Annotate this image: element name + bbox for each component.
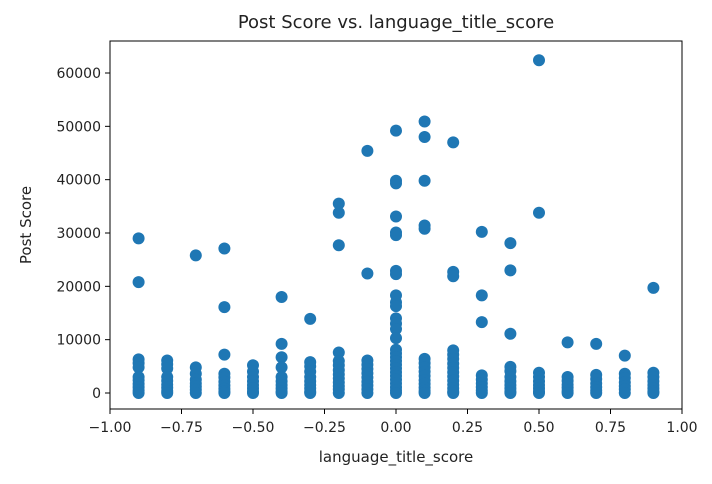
data-point xyxy=(189,249,202,262)
data-point xyxy=(275,387,288,399)
data-point xyxy=(533,387,545,399)
data-point xyxy=(475,316,488,329)
data-point xyxy=(475,225,488,238)
x-tick-label: 0.75 xyxy=(595,420,626,436)
data-point xyxy=(132,276,145,289)
data-point xyxy=(189,387,202,399)
data-point xyxy=(418,115,431,128)
data-point xyxy=(390,323,402,335)
data-point xyxy=(247,387,259,399)
x-tick-label: −0.25 xyxy=(303,420,346,436)
data-point xyxy=(390,124,402,137)
data-point xyxy=(475,387,488,399)
data-point xyxy=(390,268,402,281)
data-point xyxy=(647,387,660,399)
x-tick-label: −0.50 xyxy=(232,420,275,436)
y-tick-label: 40000 xyxy=(56,173,101,189)
x-tick-label: 0.50 xyxy=(523,420,554,436)
data-point xyxy=(561,387,574,399)
x-axis-label: language_title_score xyxy=(319,448,473,467)
data-point xyxy=(304,387,317,399)
chart-title: Post Score vs. language_title_score xyxy=(238,12,554,33)
data-point xyxy=(132,387,145,399)
x-tick-label: −1.00 xyxy=(89,420,132,436)
x-axis-ticks: −1.00 −0.75 −0.50 −0.25 0.00 0.25 0.50 0.75 1.00 xyxy=(89,409,698,436)
data-point xyxy=(504,264,517,277)
data-point xyxy=(561,336,574,349)
data-point xyxy=(447,136,460,149)
data-point xyxy=(132,232,145,245)
y-tick-label: 30000 xyxy=(56,226,101,242)
data-point xyxy=(647,281,660,294)
data-point xyxy=(475,289,488,302)
data-point xyxy=(361,267,374,280)
data-point xyxy=(390,177,402,190)
data-points xyxy=(132,54,660,399)
y-tick-label: 0 xyxy=(92,386,101,402)
y-tick-label: 20000 xyxy=(56,279,101,295)
y-axis-label: Post Score xyxy=(17,186,35,264)
data-point xyxy=(390,210,402,223)
data-point xyxy=(132,361,145,374)
data-point xyxy=(332,387,345,399)
data-point xyxy=(533,206,545,219)
data-point xyxy=(390,300,402,313)
data-point xyxy=(390,387,402,399)
data-point xyxy=(590,387,603,399)
y-tick-label: 60000 xyxy=(56,66,101,82)
data-point xyxy=(332,197,345,210)
data-point xyxy=(161,362,174,375)
data-point xyxy=(418,174,431,187)
data-point xyxy=(618,387,631,399)
data-point xyxy=(275,361,288,374)
data-point xyxy=(447,270,460,283)
data-point xyxy=(504,387,517,399)
data-point xyxy=(390,229,402,242)
x-tick-label: 1.00 xyxy=(666,420,697,436)
y-tick-label: 50000 xyxy=(56,119,101,135)
data-point xyxy=(533,54,545,67)
data-point xyxy=(590,337,603,350)
data-point xyxy=(332,206,345,219)
data-point xyxy=(332,346,345,359)
x-tick-label: 0.00 xyxy=(380,420,411,436)
data-point xyxy=(418,387,431,399)
data-point xyxy=(361,144,374,157)
data-point xyxy=(275,291,288,303)
y-tick-label: 10000 xyxy=(56,333,101,349)
x-tick-label: −0.75 xyxy=(160,420,203,436)
data-point xyxy=(390,332,402,345)
data-point xyxy=(218,348,231,361)
y-axis-ticks: 0 10000 20000 30000 40000 50000 60000 xyxy=(56,66,110,402)
data-point xyxy=(332,239,345,252)
data-point xyxy=(618,349,631,362)
data-point xyxy=(304,312,317,325)
data-point xyxy=(275,337,288,350)
data-point xyxy=(218,242,231,255)
data-point xyxy=(361,387,374,399)
x-tick-label: 0.25 xyxy=(452,420,483,436)
data-point xyxy=(161,387,174,399)
data-point xyxy=(418,131,431,143)
data-point xyxy=(504,327,517,340)
data-point xyxy=(218,387,231,399)
data-point xyxy=(275,351,288,364)
data-point xyxy=(504,237,517,250)
data-point xyxy=(418,222,431,235)
data-point xyxy=(447,387,460,399)
data-point xyxy=(218,301,231,314)
